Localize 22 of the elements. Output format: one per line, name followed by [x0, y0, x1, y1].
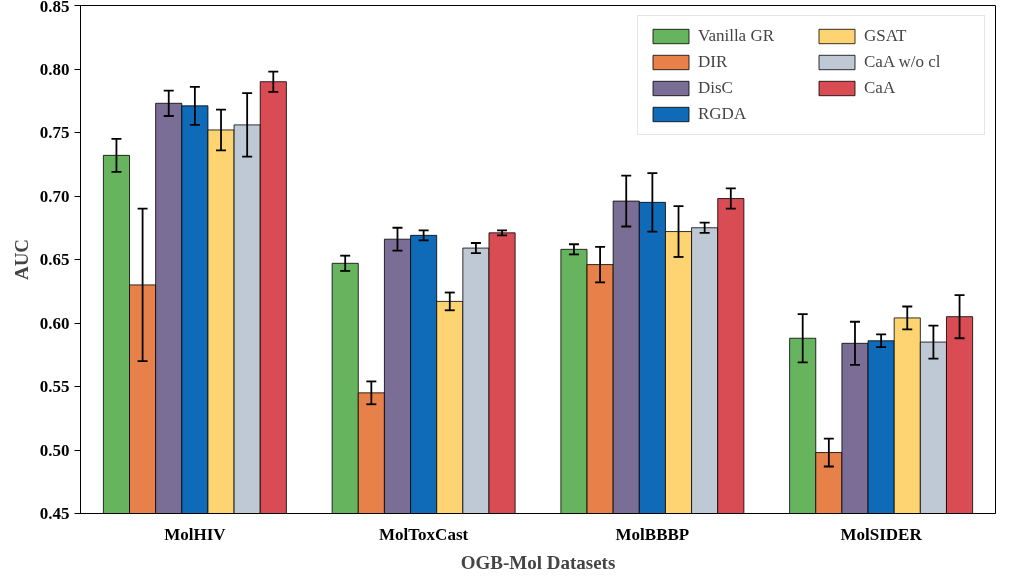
x-tick-label: MolToxCast: [379, 524, 469, 544]
y-tick-label: 0.50: [39, 440, 70, 460]
legend-label: CaA w/o cl: [864, 52, 942, 72]
y-tick-label: 0.75: [39, 123, 70, 142]
legend-label: RGDA: [698, 104, 748, 124]
y-tick-label: 0.60: [39, 313, 70, 333]
y-tick-label: 0.80: [39, 59, 70, 79]
y-tick-label: 0.55: [39, 377, 70, 396]
legend-label: CaA: [864, 78, 897, 98]
legend-label: Vanilla GR: [698, 26, 776, 46]
x-tick-label: MolBBBP: [615, 524, 690, 544]
x-axis-title: OGB-Mol Datasets: [460, 551, 616, 573]
y-tick-label: 0.45: [39, 504, 70, 523]
y-tick-label: 0.65: [39, 250, 70, 269]
y-axis-title: AUC: [10, 238, 32, 281]
legend-label: GSAT: [864, 26, 908, 46]
y-tick-label: 0.85: [39, 0, 70, 16]
legend-label: DisC: [698, 78, 734, 98]
legend-label: DIR: [698, 52, 729, 72]
x-tick-label: MolHIV: [164, 524, 227, 544]
x-tick-label: MolSIDER: [840, 524, 923, 544]
y-tick-label: 0.70: [39, 186, 70, 206]
